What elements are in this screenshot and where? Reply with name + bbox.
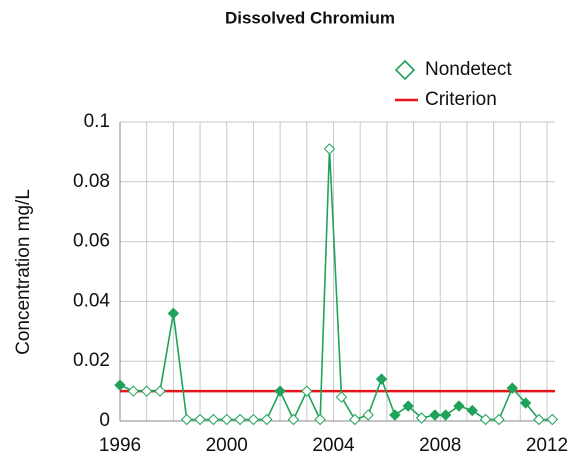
- nondetect-marker: [314, 413, 326, 426]
- y-tick-label: 0.06: [73, 231, 110, 252]
- y-tick-label: 0.1: [84, 111, 110, 132]
- detect-marker: [389, 409, 401, 421]
- nondetect-marker: [493, 413, 505, 426]
- nondetect-marker: [221, 413, 233, 426]
- chart-title: Dissolved Chromium: [225, 8, 395, 27]
- data-line: [119, 148, 553, 422]
- nondetect-marker: [261, 413, 273, 426]
- nondetect-marker: [533, 413, 545, 426]
- x-tick-label: 2000: [206, 435, 248, 456]
- nondetect-marker: [181, 413, 193, 426]
- nondetect-marker: [362, 409, 374, 421]
- detect-marker: [274, 385, 286, 397]
- detect-marker: [114, 379, 126, 391]
- detect-marker: [439, 409, 452, 421]
- y-tick-label: 0.04: [73, 290, 110, 311]
- x-tick-label: 2012: [526, 435, 568, 456]
- x-tick-label: 1996: [99, 435, 141, 456]
- y-tick-label: 0: [99, 410, 110, 431]
- nondetect-marker: [287, 413, 300, 426]
- nondetect-marker: [479, 413, 492, 426]
- nondetect-marker: [323, 143, 336, 155]
- x-tick-label: 2008: [419, 435, 461, 456]
- detect-marker: [519, 397, 532, 409]
- nondetect-marker: [415, 412, 428, 424]
- detect-marker: [466, 404, 478, 417]
- detect-marker: [375, 373, 388, 385]
- legend-label: Criterion: [425, 89, 497, 110]
- nondetect-marker: [335, 391, 348, 403]
- detect-marker: [453, 400, 465, 412]
- y-axis-title: Concentration mg/L: [13, 189, 34, 355]
- y-tick-label: 0.02: [73, 350, 110, 371]
- detect-marker: [506, 382, 519, 394]
- nondetect-marker: [207, 413, 220, 426]
- detect-marker: [167, 307, 180, 320]
- y-tick-label: 0.08: [73, 171, 110, 192]
- nondetect-marker: [247, 413, 260, 426]
- nondetect-marker: [301, 385, 313, 397]
- nondetect-marker: [546, 413, 559, 426]
- legend-label: Nondetect: [425, 59, 512, 80]
- nondetect-marker: [154, 385, 166, 397]
- x-tick-label: 2004: [312, 435, 355, 456]
- nondetect-marker: [234, 413, 246, 426]
- nondetect-marker: [140, 385, 153, 397]
- nondetect-marker: [194, 413, 206, 426]
- nondetect-marker: [349, 413, 361, 426]
- detect-marker: [402, 400, 414, 412]
- legend-swatch: [394, 59, 416, 81]
- detect-marker: [429, 409, 441, 421]
- nondetect-marker: [127, 385, 140, 397]
